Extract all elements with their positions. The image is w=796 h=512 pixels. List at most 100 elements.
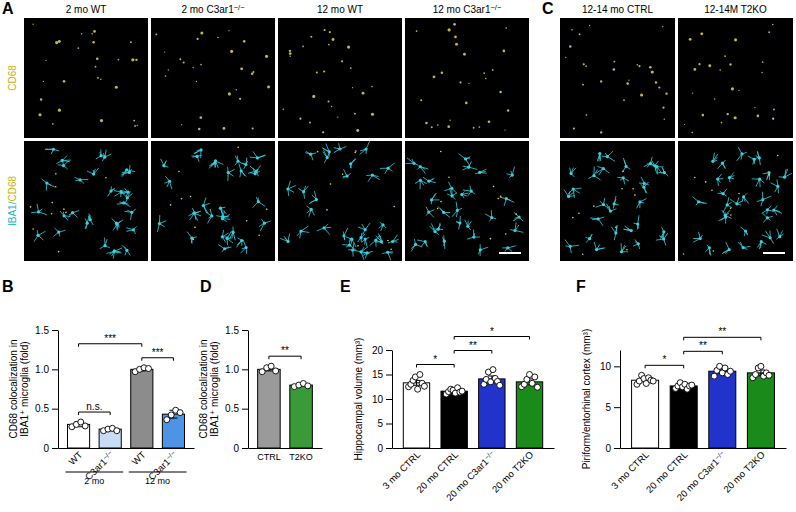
texture-branch bbox=[102, 157, 104, 161]
texture-branch bbox=[191, 238, 193, 243]
texture-branch bbox=[94, 168, 99, 174]
texture-branch bbox=[376, 235, 380, 240]
texture-branch bbox=[236, 240, 241, 247]
texture-dot bbox=[689, 38, 692, 41]
texture-branch bbox=[452, 188, 457, 193]
texture-branch bbox=[62, 160, 71, 161]
texture-branch bbox=[640, 202, 644, 203]
y-tick: 15 bbox=[372, 369, 392, 380]
texture-branch bbox=[126, 192, 128, 197]
texture-branch bbox=[570, 245, 579, 246]
texture-dot bbox=[700, 32, 703, 35]
texture-branch bbox=[738, 147, 742, 154]
texture-branch bbox=[125, 250, 127, 255]
texture-dot bbox=[200, 64, 202, 66]
texture-branch bbox=[122, 170, 127, 177]
texture-dot bbox=[507, 109, 509, 111]
texture-branch bbox=[465, 220, 468, 227]
x-tick: 3 mo CTRL bbox=[609, 448, 651, 491]
y-tick-mark bbox=[614, 448, 620, 449]
texture-dot bbox=[332, 38, 335, 41]
texture-branch bbox=[45, 149, 53, 150]
texture-branch bbox=[88, 216, 90, 220]
texture-branch bbox=[664, 173, 668, 177]
y-tick-label: 0.5 bbox=[225, 403, 239, 414]
texture-branch bbox=[223, 216, 228, 217]
texture-branch bbox=[586, 237, 590, 238]
column-title: 12 mo C3ar1−/− bbox=[433, 3, 502, 15]
texture-dot bbox=[585, 65, 587, 67]
texture-branch bbox=[598, 219, 603, 226]
texture-branch bbox=[699, 202, 707, 204]
texture-branch bbox=[304, 186, 306, 192]
texture-dot bbox=[347, 46, 350, 49]
texture-branch bbox=[347, 173, 351, 176]
micrograph bbox=[151, 18, 275, 138]
texture-branch bbox=[232, 232, 234, 237]
y-tick: 0 bbox=[43, 443, 58, 454]
texture-branch bbox=[756, 179, 760, 186]
texture-dot bbox=[754, 107, 755, 108]
texture-branch bbox=[774, 210, 777, 215]
texture-branch bbox=[693, 238, 700, 239]
y-tick-label: 15 bbox=[372, 369, 384, 380]
texture-branch bbox=[615, 226, 617, 233]
texture-dot bbox=[246, 220, 248, 222]
data-point bbox=[534, 384, 540, 390]
texture-dot bbox=[636, 64, 638, 66]
texture-branch bbox=[456, 222, 460, 223]
texture-branch bbox=[250, 166, 256, 171]
texture-dot bbox=[192, 239, 194, 241]
significance-label: ** bbox=[469, 340, 477, 351]
row-label-part: CD68 bbox=[7, 176, 18, 202]
texture-dot bbox=[371, 86, 373, 88]
texture-branch bbox=[365, 253, 367, 259]
texture-branch bbox=[760, 179, 765, 183]
texture-dot bbox=[390, 248, 392, 250]
texture-branch bbox=[365, 223, 370, 230]
texture-dot bbox=[362, 92, 365, 95]
texture-branch bbox=[662, 167, 664, 172]
texture-branch bbox=[194, 150, 201, 154]
texture-branch bbox=[599, 168, 604, 175]
texture-branch bbox=[757, 242, 761, 248]
chart: D00.51.01.5CTRLT2KOCD68 colocalization i… bbox=[198, 278, 323, 462]
texture-dot bbox=[95, 66, 97, 68]
texture-branch bbox=[640, 199, 647, 202]
texture-branch bbox=[693, 197, 699, 202]
texture-branch bbox=[350, 164, 351, 168]
significance-bracket bbox=[269, 356, 301, 359]
y-tick-label: 5 bbox=[605, 402, 611, 413]
texture-dot bbox=[58, 109, 61, 112]
texture-branch bbox=[324, 158, 327, 163]
texture-branch bbox=[360, 149, 366, 154]
texture-branch bbox=[114, 251, 121, 253]
texture-dot bbox=[634, 194, 636, 196]
texture-branch bbox=[770, 238, 774, 244]
texture-dot bbox=[32, 228, 34, 230]
x-axis-line bbox=[249, 448, 323, 449]
texture-dot bbox=[571, 29, 573, 31]
texture-dot bbox=[118, 59, 120, 61]
texture-dot bbox=[230, 50, 233, 53]
texture-branch bbox=[167, 181, 170, 187]
panel-letter: F bbox=[576, 278, 586, 295]
texture-dot bbox=[228, 92, 231, 95]
texture-branch bbox=[382, 252, 388, 253]
texture-branch bbox=[606, 204, 610, 211]
texture-dot bbox=[463, 53, 466, 56]
texture-dot bbox=[665, 92, 667, 94]
texture-branch bbox=[257, 155, 265, 158]
data-point bbox=[490, 367, 496, 373]
texture-branch bbox=[429, 179, 433, 181]
texture-branch bbox=[698, 232, 700, 239]
texture-branch bbox=[334, 149, 340, 153]
texture-branch bbox=[429, 181, 436, 182]
data-point bbox=[114, 428, 120, 434]
texture-branch bbox=[31, 211, 38, 213]
texture-branch bbox=[288, 181, 291, 189]
texture-branch bbox=[159, 224, 164, 227]
texture-branch bbox=[117, 203, 124, 204]
texture-branch bbox=[53, 149, 59, 151]
texture-dot bbox=[356, 129, 359, 132]
